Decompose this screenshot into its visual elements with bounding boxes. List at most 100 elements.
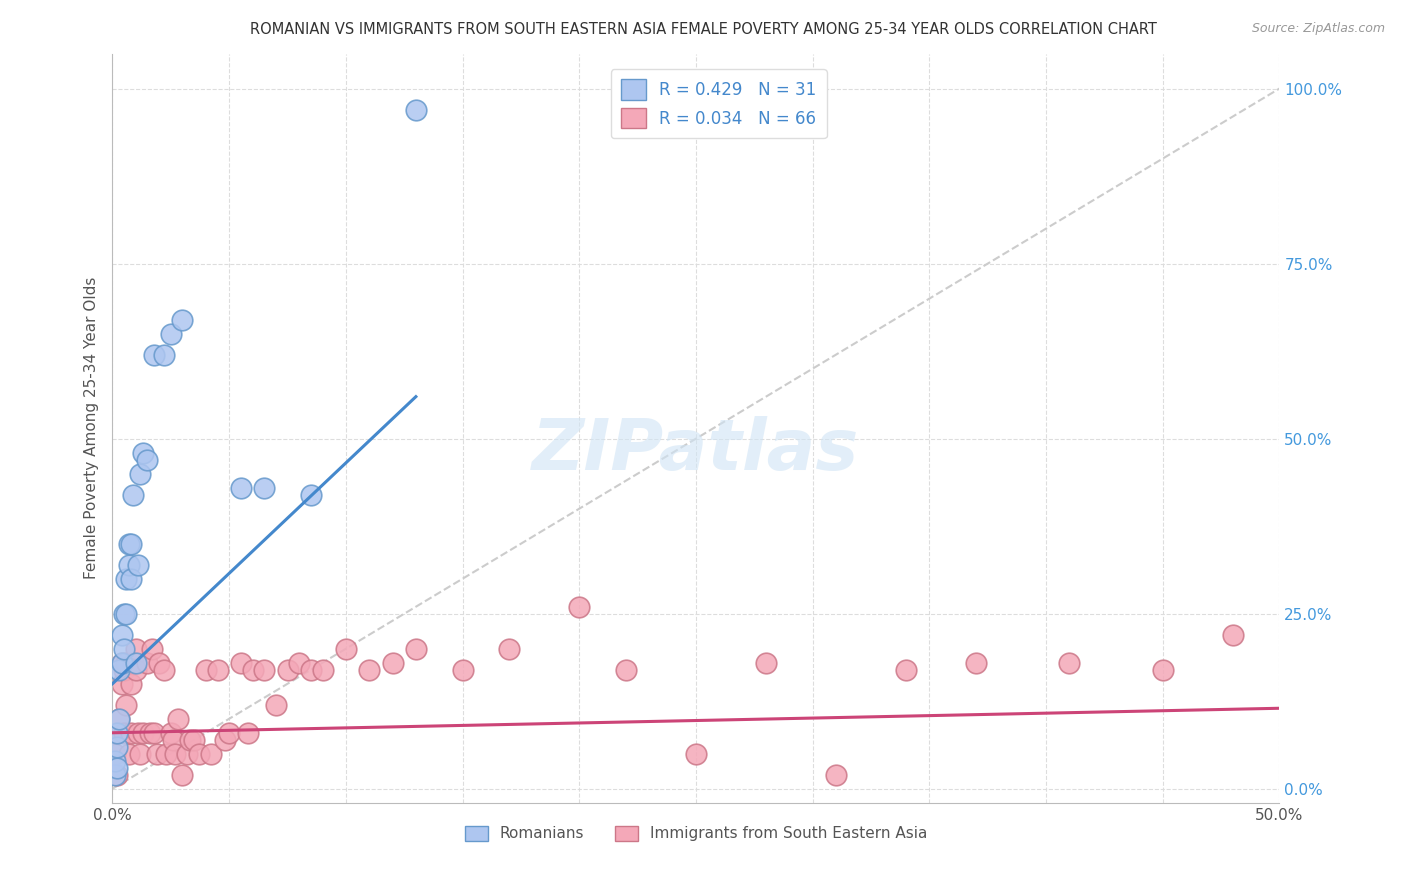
Point (1152, 663, 1174, 677)
Point (104, 768, 127, 782)
Point (148, 656, 170, 670)
Point (105, 725, 128, 739)
Point (451, 663, 474, 677)
Point (122, 488, 145, 502)
Point (108, 712, 131, 726)
Text: ROMANIAN VS IMMIGRANTS FROM SOUTH EASTERN ASIA FEMALE POVERTY AMONG 25-34 YEAR O: ROMANIAN VS IMMIGRANTS FROM SOUTH EASTER… (249, 22, 1157, 37)
Point (153, 663, 176, 677)
Point (115, 698, 138, 712)
Point (311, 663, 333, 677)
Point (115, 656, 138, 670)
Point (105, 725, 128, 739)
Text: Source: ZipAtlas.com: Source: ZipAtlas.com (1251, 22, 1385, 36)
Point (381, 656, 404, 670)
Point (218, 725, 240, 739)
Point (115, 607, 138, 621)
Point (136, 452, 159, 467)
Point (160, 326, 183, 341)
Point (179, 732, 201, 747)
Point (104, 747, 127, 761)
Point (129, 747, 152, 761)
Point (111, 628, 134, 642)
Point (125, 641, 148, 656)
Point (139, 725, 162, 739)
Point (276, 663, 298, 677)
Point (127, 725, 149, 739)
Point (120, 537, 142, 551)
Point (359, 663, 381, 677)
Point (108, 712, 131, 726)
Point (299, 663, 322, 677)
Point (236, 725, 259, 739)
Point (335, 641, 357, 656)
Point (229, 481, 252, 495)
Point (200, 747, 222, 761)
Legend: Romanians, Immigrants from South Eastern Asia: Romanians, Immigrants from South Eastern… (458, 820, 934, 847)
Point (118, 537, 141, 551)
Point (120, 725, 142, 739)
Point (253, 663, 276, 677)
Point (165, 747, 187, 761)
Point (112, 607, 135, 621)
Point (498, 641, 520, 656)
Point (104, 754, 127, 768)
Point (187, 747, 209, 761)
Point (166, 712, 188, 726)
Point (299, 488, 322, 502)
Point (405, 641, 427, 656)
Point (112, 725, 135, 739)
Point (105, 739, 128, 754)
Point (118, 558, 141, 572)
Point (214, 732, 236, 747)
Point (105, 768, 128, 782)
Point (143, 348, 166, 362)
Point (242, 663, 264, 677)
Point (160, 725, 183, 739)
Point (568, 599, 591, 614)
Point (118, 747, 141, 761)
Point (229, 656, 252, 670)
Point (1222, 628, 1244, 642)
Point (108, 663, 131, 677)
Point (141, 641, 163, 656)
Point (122, 656, 145, 670)
Point (120, 677, 142, 691)
Point (129, 467, 152, 481)
Point (1059, 656, 1081, 670)
Point (155, 747, 177, 761)
Point (111, 656, 134, 670)
Point (120, 572, 142, 586)
Point (111, 656, 134, 670)
Point (894, 663, 917, 677)
Point (264, 698, 287, 712)
Point (172, 768, 194, 782)
Point (105, 761, 128, 775)
Point (172, 312, 194, 326)
Point (253, 481, 276, 495)
Point (143, 725, 166, 739)
Point (162, 732, 184, 747)
Point (965, 656, 987, 670)
Point (176, 747, 198, 761)
Point (125, 663, 148, 677)
Point (207, 663, 229, 677)
Point (405, 103, 427, 117)
Point (685, 747, 707, 761)
Point (614, 663, 637, 677)
Point (132, 725, 155, 739)
Point (115, 572, 138, 586)
Point (112, 663, 135, 677)
Point (153, 348, 176, 362)
Point (825, 768, 848, 782)
Point (183, 732, 205, 747)
Point (125, 656, 148, 670)
Point (112, 641, 135, 656)
Point (146, 747, 169, 761)
Point (136, 656, 159, 670)
Point (755, 656, 778, 670)
Point (288, 656, 311, 670)
Y-axis label: Female Poverty Among 25-34 Year Olds: Female Poverty Among 25-34 Year Olds (83, 277, 98, 579)
Point (194, 663, 217, 677)
Text: ZIPatlas: ZIPatlas (533, 417, 859, 485)
Point (127, 558, 149, 572)
